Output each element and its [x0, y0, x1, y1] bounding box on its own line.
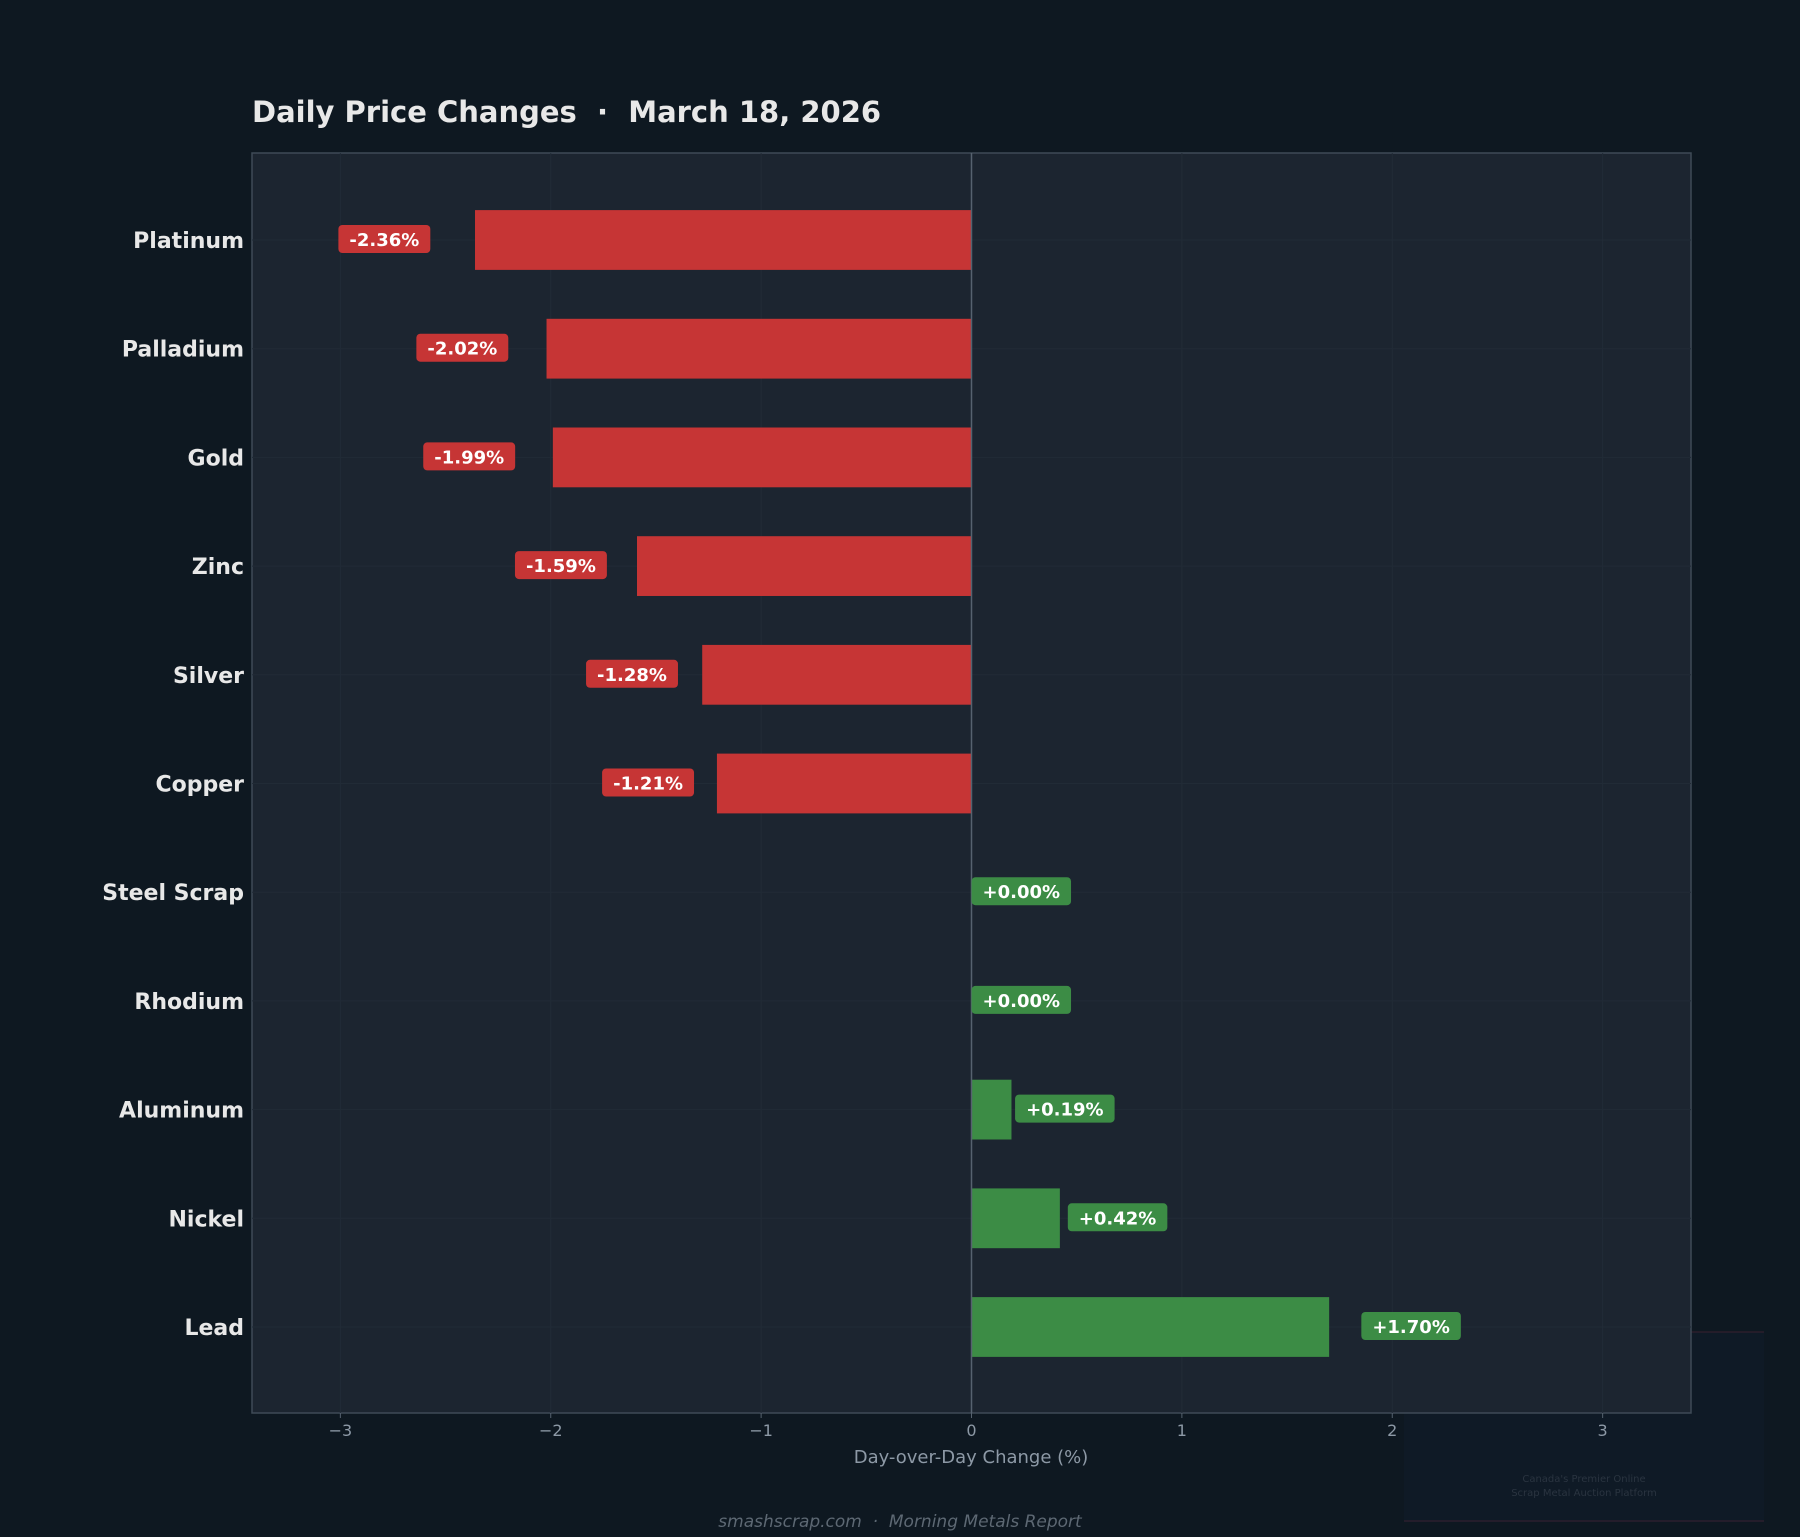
x-tick-label: 1 — [1177, 1421, 1187, 1440]
data-label: +1.70% — [1361, 1312, 1461, 1340]
data-label-text: +0.00% — [983, 882, 1061, 903]
data-label: +0.00% — [971, 985, 1072, 1014]
data-label-text: +0.42% — [1079, 1208, 1157, 1229]
category-label: Silver — [173, 664, 244, 689]
x-tick-label: −2 — [539, 1421, 563, 1440]
x-tick-label: −3 — [329, 1421, 353, 1440]
x-tick-label: 2 — [1387, 1421, 1397, 1440]
data-label-text: -1.99% — [434, 447, 504, 468]
data-label-text: -1.21% — [613, 774, 683, 795]
footer: smashscrap.com · Morning Metals Report — [718, 1512, 1083, 1532]
chart-title: Daily Price Changes · March 18, 2026 — [252, 95, 881, 129]
bar-gold — [552, 427, 972, 488]
x-tick-label: 0 — [966, 1421, 976, 1440]
bar-silver — [702, 644, 972, 705]
category-label: Lead — [184, 1316, 244, 1341]
bars — [475, 210, 1330, 1357]
bar-palladium — [546, 318, 972, 379]
data-label-box — [602, 768, 695, 797]
data-label: +0.00% — [971, 877, 1072, 906]
x-tick-label: −1 — [749, 1421, 773, 1440]
x-tick-labels: −3 −2 −1 0 1 2 3 — [329, 1413, 1608, 1440]
data-label: -1.59% — [514, 551, 607, 580]
data-label-box — [586, 659, 678, 688]
data-label-box — [338, 225, 431, 253]
data-label-text: +0.00% — [983, 991, 1061, 1012]
data-label: -2.36% — [338, 225, 431, 253]
data-label-box — [514, 551, 607, 580]
data-label: +0.19% — [1015, 1094, 1115, 1123]
data-label: +0.42% — [1067, 1203, 1168, 1232]
bar-copper — [716, 753, 972, 814]
data-labels: -2.36% -2.02% -1.99% -1.59% -1.28% -1.21% +0.0… — [338, 225, 1461, 1340]
bar-lead — [971, 1297, 1330, 1357]
data-label: -1.99% — [423, 442, 516, 471]
data-label-box — [971, 985, 1072, 1014]
category-label: Nickel — [169, 1207, 245, 1232]
data-label-box — [1067, 1203, 1168, 1232]
category-label: Gold — [188, 446, 244, 471]
category-label: Copper — [155, 773, 244, 798]
watermark-line1: Canada's Premier Online — [1522, 1474, 1645, 1485]
bar-nickel — [971, 1188, 1060, 1249]
x-axis-label: Day-over-Day Change (%) — [854, 1447, 1089, 1468]
bar-platinum — [475, 210, 972, 270]
data-label-text: -1.59% — [526, 556, 596, 577]
x-tick-label: 3 — [1598, 1421, 1608, 1440]
data-label-text: -1.28% — [597, 665, 667, 686]
category-label: Palladium — [122, 338, 244, 363]
bar-zinc — [636, 536, 972, 596]
data-label-text: +0.19% — [1026, 1100, 1104, 1121]
data-label-box — [1361, 1312, 1461, 1340]
category-label: Steel Scrap — [102, 881, 244, 906]
data-label: -1.21% — [602, 768, 695, 797]
bar-aluminum — [971, 1079, 1012, 1140]
data-label-text: +1.70% — [1372, 1317, 1450, 1338]
category-labels: Platinum Palladium Gold Zinc Silver Copper Ste… — [102, 229, 244, 1341]
data-label: -2.02% — [416, 333, 509, 362]
data-label-text: -2.02% — [427, 339, 497, 360]
category-label: Rhodium — [134, 990, 244, 1015]
data-label-box — [1015, 1094, 1115, 1123]
data-label-text: -2.36% — [349, 230, 419, 251]
data-label: -1.28% — [586, 659, 678, 688]
watermark-line2: Scrap Metal Auction Platform — [1511, 1488, 1657, 1499]
category-label: Zinc — [192, 555, 244, 580]
category-label: Platinum — [133, 229, 244, 254]
data-label-box — [971, 877, 1072, 906]
data-label-box — [423, 442, 516, 471]
category-label: Aluminum — [119, 1099, 244, 1124]
data-label-box — [416, 333, 509, 362]
